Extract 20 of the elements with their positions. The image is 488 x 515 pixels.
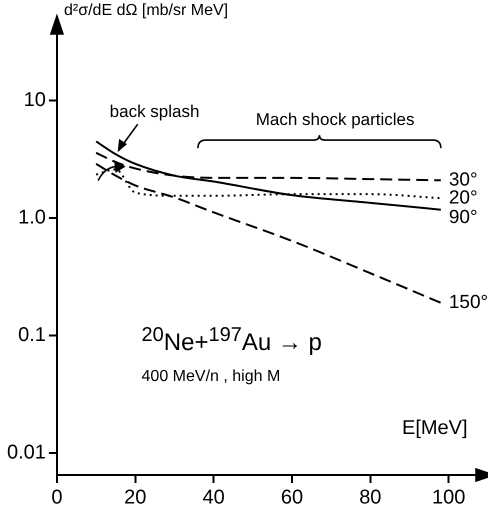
x-tick-label: 100	[432, 486, 466, 509]
y-tick-label: 1.0	[18, 206, 46, 229]
line-series	[95, 162, 442, 304]
annotation: 400 MeV/n , high M	[142, 368, 280, 386]
x-tick-label: 40	[202, 486, 225, 509]
line-series	[95, 140, 442, 211]
x-tick-label: 0	[51, 486, 62, 509]
series-label: 150°	[448, 292, 488, 314]
y-tick-label: 10	[24, 89, 46, 112]
series-label: 90°	[448, 206, 478, 228]
annotation: $^{20}$Ne+$^{197}$Au → p	[142, 324, 322, 357]
annotation: Mach shock particles	[256, 110, 414, 130]
x-tick-label: 60	[280, 486, 304, 509]
annotation: back splash	[110, 102, 200, 122]
x-axis-title: E[MeV]	[402, 417, 468, 440]
x-tick-label: 20	[124, 486, 146, 509]
y-tick-label: 0.1	[18, 324, 46, 346]
x-tick-label: 80	[359, 486, 382, 509]
y-axis-title: d²σ/dE dΩ [mb/sr MeV]	[64, 2, 228, 20]
y-tick-label: 0.01	[6, 442, 46, 464]
